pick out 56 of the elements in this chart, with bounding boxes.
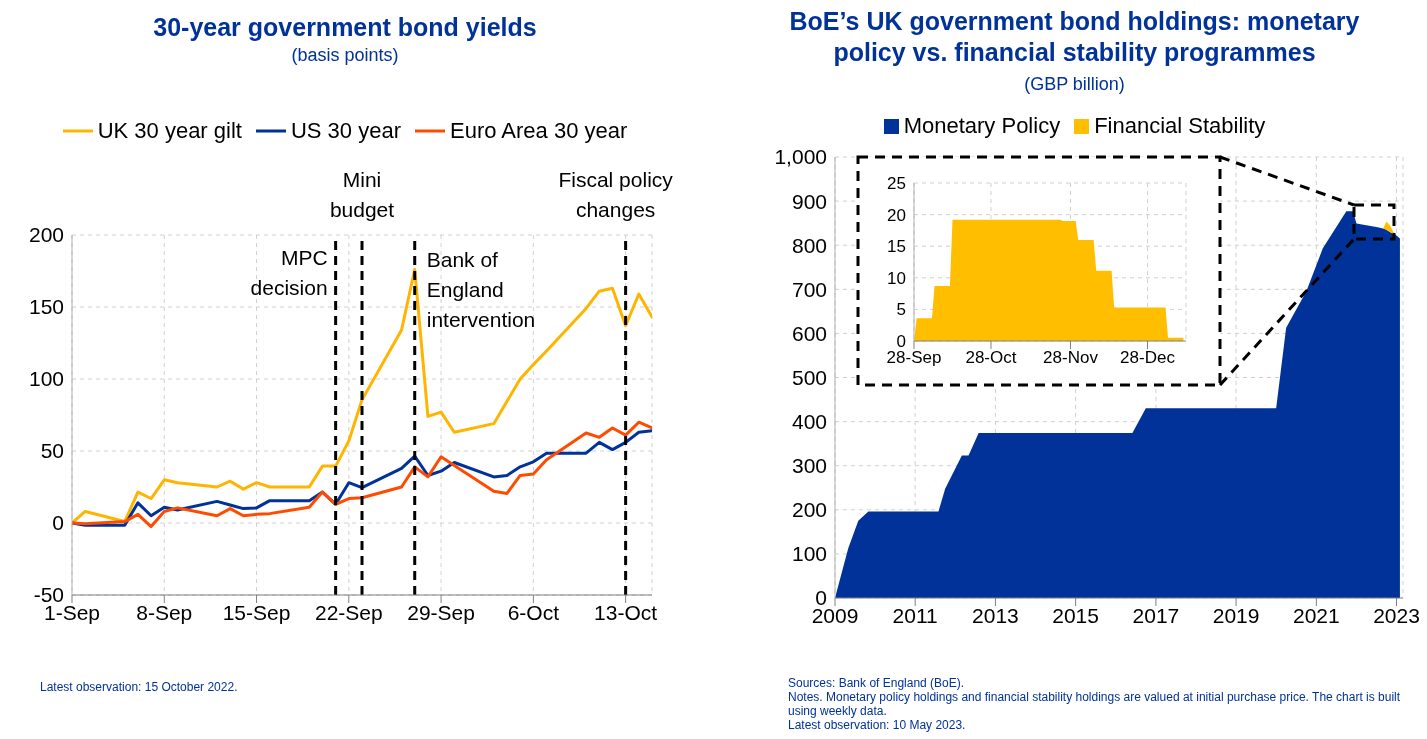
y-tick-label: 10 [887,268,906,288]
x-tick-label: 29-Sep [407,600,475,624]
x-tick-label: 2021 [1292,603,1340,627]
y-tick-label: 500 [791,365,827,389]
y-tick-label: 50 [40,439,64,463]
x-tick-label: 2011 [892,603,938,627]
y-tick-label: 15 [887,237,906,257]
line-series [72,268,652,525]
chart-subtitle: (GBP billion) [1023,74,1126,95]
x-tick-label: 13-Oct [594,600,658,624]
ref-line-label: MPC decision [250,246,328,299]
legend-label: Financial Stability [1094,113,1266,139]
y-tick-label: 400 [791,410,827,434]
legend-label: UK 30 year gilt [97,118,242,144]
x-tick-label: 15-Sep [222,600,291,624]
legend-label: Euro Area 30 year [450,118,628,144]
x-tick-label: 2013 [972,603,1019,627]
x-tick-label: 2017 [1132,603,1180,627]
text: Latest observation: 15 October 2022. [40,680,239,694]
source-note: Sources: Bank of England (BoE). [788,676,966,690]
y-tick-label: 600 [791,321,827,345]
y-tick-label: 25 [887,174,906,194]
y-tick-label: 100 [28,367,64,391]
x-tick-label: 28-Dec [1120,348,1176,368]
y-tick-label: 100 [791,542,827,566]
y-tick-label: 300 [791,454,827,478]
x-tick-label: 28-Oct [965,348,1017,368]
chart-title: 30-year government bond yields [152,12,538,43]
y-tick-label: 0 [52,511,64,535]
x-tick-label: 6-Oct [507,600,560,624]
x-tick-label: 28-Nov [1043,348,1099,368]
x-tick-label: 2023 [1373,603,1420,627]
x-tick-label: 22-Sep [314,600,383,624]
x-tick-label: 2019 [1212,603,1260,627]
legend-label: US 30 year [290,118,401,144]
y-tick-label: 1,000 [774,145,827,169]
y-tick-label: 800 [791,233,827,257]
y-tick-label: -50 [33,583,64,607]
ref-line-label: Bank of England intervention [426,248,536,331]
y-tick-label: 700 [791,277,827,301]
ref-line-label: Mini budget [329,168,395,221]
y-tick-label: 200 [791,498,827,522]
y-tick-label: 5 [896,300,906,320]
chart-title: BoE’s UK government bond holdings: monetary policy vs. financial stability programmes [788,6,1361,68]
y-tick-label: 0 [815,586,827,610]
text: Notes. Monetary policy holdings and financial stability holdings are valued at initial purchase price. The chart is built using weekly data. [788,690,1402,718]
y-tick-label: 900 [791,189,827,213]
y-tick-label: 150 [28,295,64,319]
y-tick-label: 200 [28,223,64,247]
y-tick-label: 20 [887,205,906,225]
x-tick-label: 8-Sep [136,600,193,624]
x-tick-label: 2015 [1052,603,1099,627]
text: Latest observation: 10 May 2023. [788,718,967,732]
legend-label: Monetary Policy [903,113,1061,139]
ref-line-label: Fiscal policy changes [558,168,674,221]
chart-subtitle: (basis points) [290,45,400,66]
